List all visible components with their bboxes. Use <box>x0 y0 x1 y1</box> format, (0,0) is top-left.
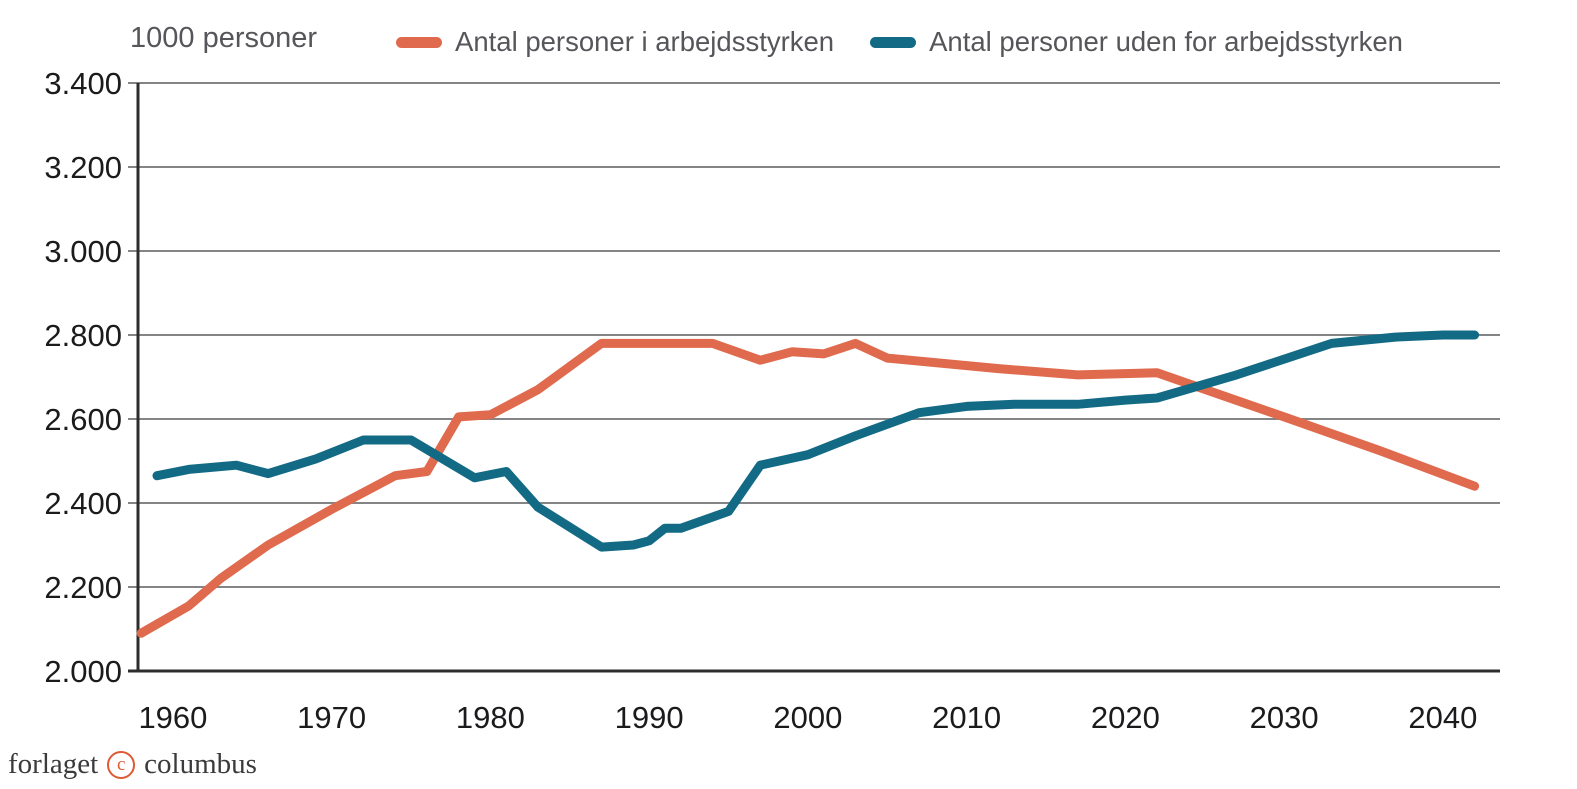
y-axis-title: 1000 personer <box>130 22 318 54</box>
y-tick-label: 2.000 <box>44 654 122 689</box>
y-tick-label: 3.400 <box>44 66 122 101</box>
x-tick-label: 1970 <box>297 700 366 735</box>
y-tick-label: 2.200 <box>44 570 122 605</box>
y-tick-label: 3.200 <box>44 150 122 185</box>
legend: Antal personer i arbejdsstyrken Antal pe… <box>396 26 1403 58</box>
legend-item-arbejdsstyrken: Antal personer i arbejdsstyrken <box>396 26 834 58</box>
copyright-icon: c <box>107 750 136 779</box>
legend-item-uden-for-arbejdsstyrken: Antal personer uden for arbejdsstyrken <box>870 26 1403 58</box>
x-tick-label: 2030 <box>1250 700 1319 735</box>
publisher-logo-right: columbus <box>144 748 257 780</box>
series-line-uden-for-arbejdsstyrken <box>152 330 1480 552</box>
legend-swatch-arbejdsstyrken-icon <box>396 36 442 48</box>
x-tick-label: 1980 <box>456 700 525 735</box>
x-tick-label: 2040 <box>1408 700 1477 735</box>
x-tick-label: 1990 <box>615 700 684 735</box>
y-tick-label: 2.600 <box>44 402 122 437</box>
x-tick-label: 2020 <box>1091 700 1160 735</box>
y-tick-label: 2.400 <box>44 486 122 521</box>
series-line-arbejdsstyrken <box>136 338 1480 638</box>
legend-label-uden-for-arbejdsstyrken: Antal personer uden for arbejdsstyrken <box>929 26 1403 57</box>
y-tick-label: 3.000 <box>44 234 122 269</box>
publisher-logo-left: forlaget <box>8 748 99 780</box>
legend-label-arbejdsstyrken: Antal personer i arbejdsstyrken <box>455 26 835 57</box>
y-tick-label: 2.800 <box>44 318 122 353</box>
x-tick-label: 2000 <box>773 700 842 735</box>
x-tick-label: 1960 <box>138 700 207 735</box>
publisher-logo: forlaget c columbus <box>8 748 257 781</box>
x-tick-label: 2010 <box>932 700 1001 735</box>
legend-swatch-uden-for-arbejdsstyrken-icon <box>870 36 917 48</box>
